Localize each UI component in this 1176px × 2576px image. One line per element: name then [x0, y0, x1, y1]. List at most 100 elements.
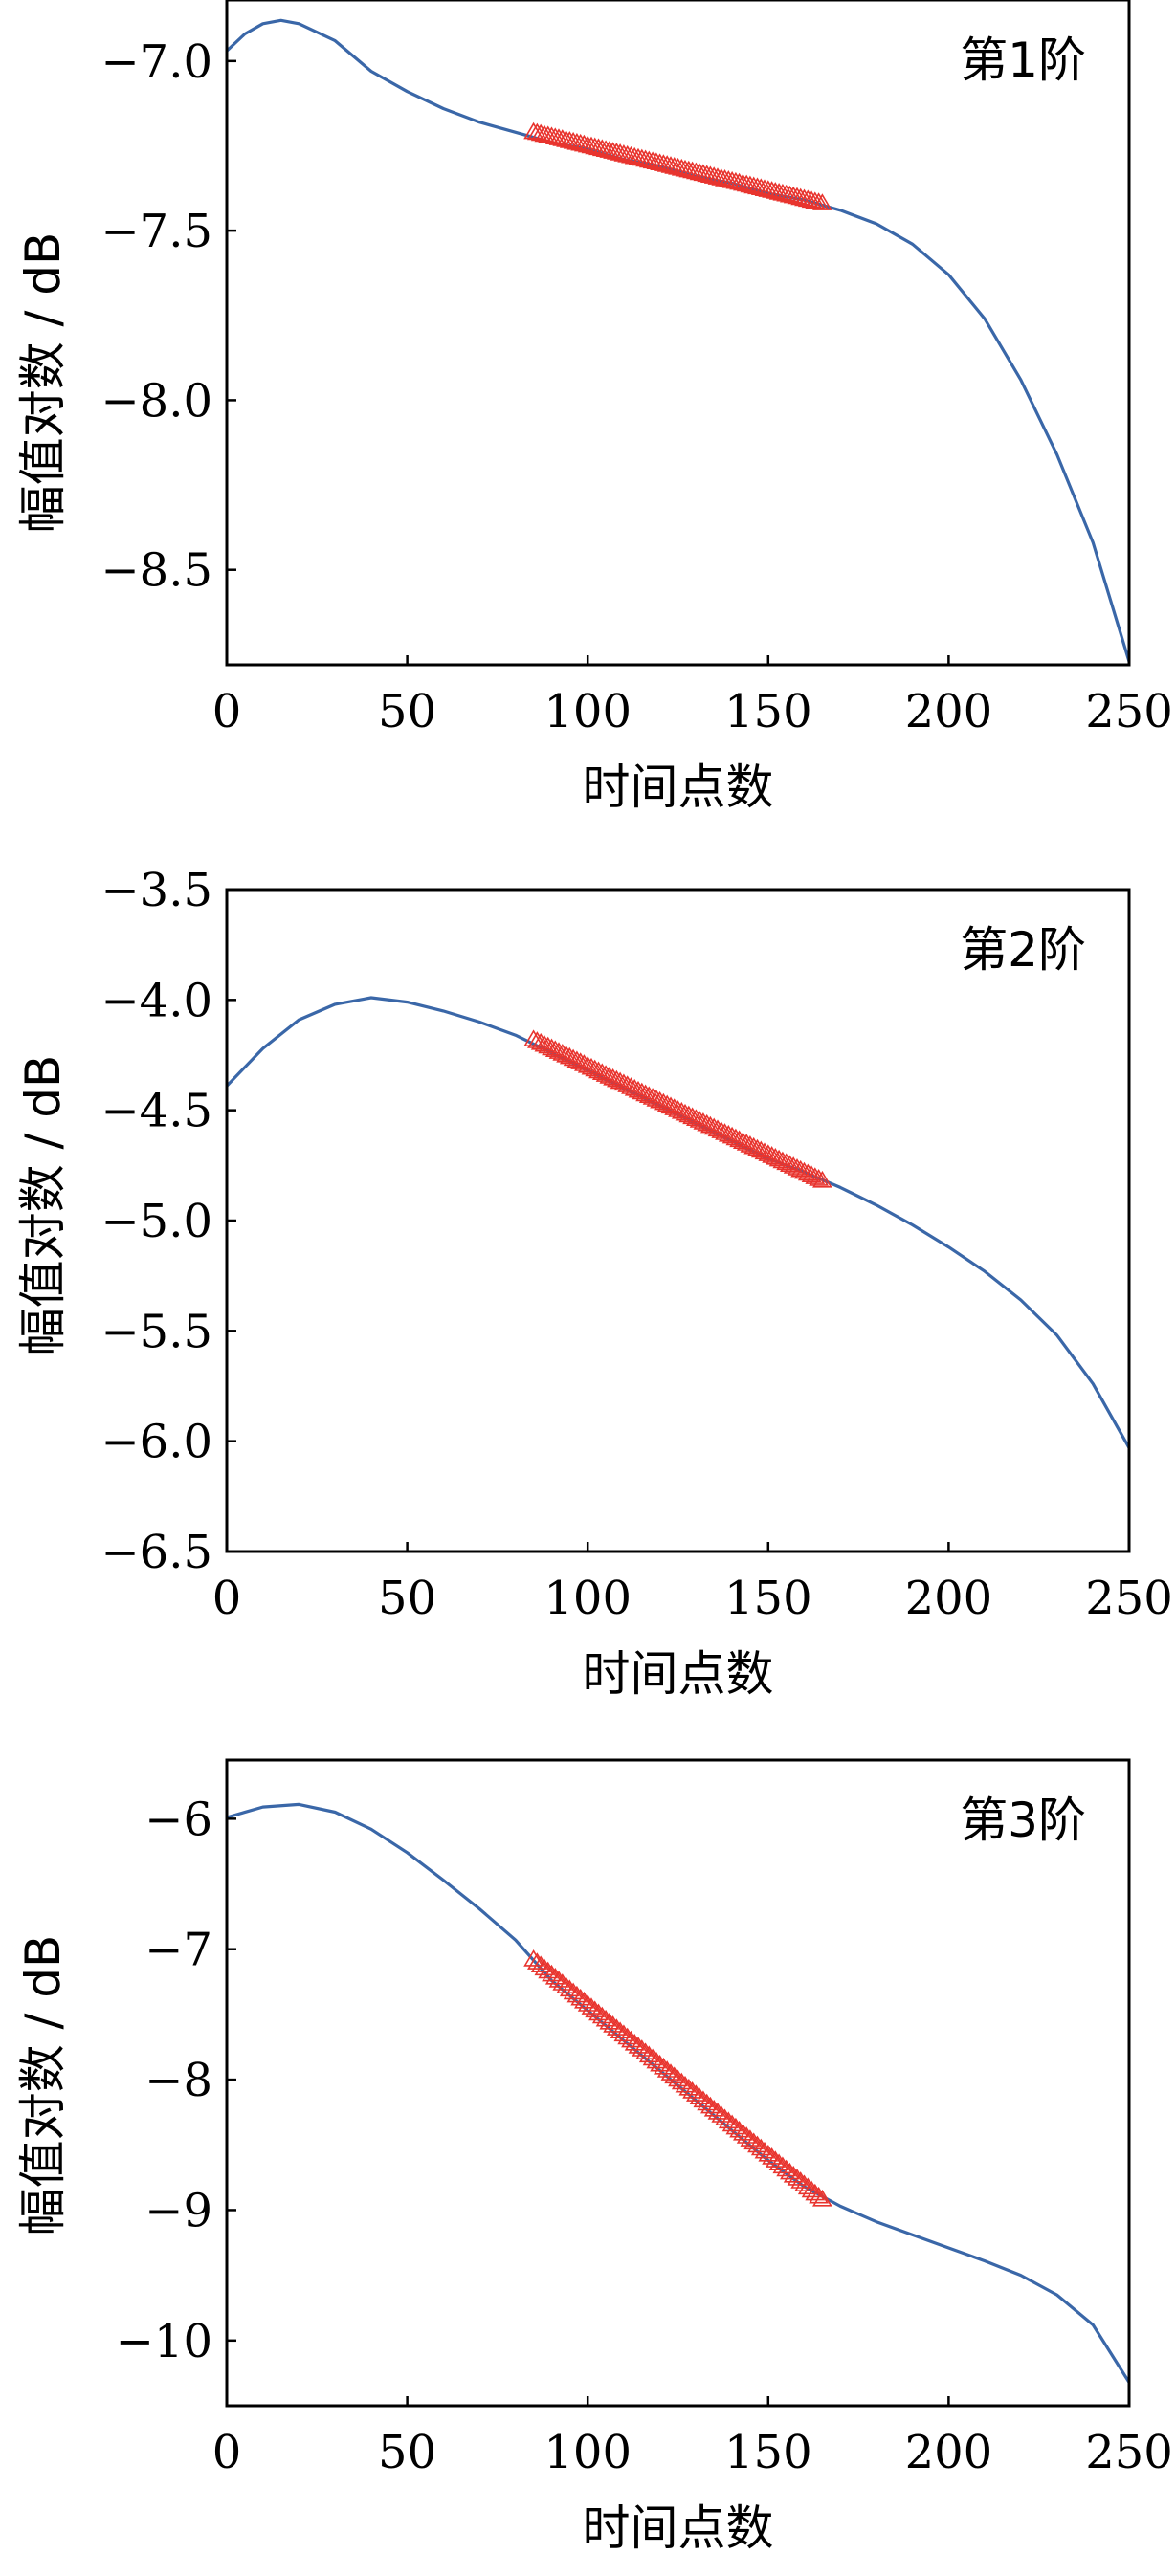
data-point-marker: [794, 2174, 814, 2191]
data-point-marker: [542, 1964, 562, 1982]
data-point-marker: [711, 2105, 732, 2123]
data-point-marker: [747, 2135, 767, 2153]
data-point-marker: [758, 2144, 779, 2162]
y-tick-label: −3.5: [100, 864, 212, 917]
data-point-marker: [787, 2169, 808, 2186]
y-tick-label: −8: [144, 2054, 212, 2107]
curve-line: [227, 18, 1129, 662]
data-point-marker: [610, 2021, 631, 2038]
data-point-marker: [538, 1961, 559, 1979]
data-point-marker: [762, 2147, 782, 2165]
x-tick-label: 200: [905, 2426, 993, 2479]
data-point-marker: [812, 193, 832, 210]
data-point-marker: [682, 2081, 702, 2099]
data-point-marker: [697, 2093, 718, 2111]
data-point-marker: [570, 1988, 591, 2006]
marker-series: [523, 1029, 832, 1188]
data-point-marker: [780, 2162, 800, 2180]
data-point-marker: [790, 2171, 811, 2189]
data-point-marker: [809, 192, 829, 209]
data-point-marker: [642, 2048, 663, 2066]
y-tick-label: −6.5: [100, 1526, 212, 1579]
data-point-marker: [556, 1976, 576, 1993]
data-point-marker: [591, 2006, 612, 2024]
data-point-marker: [566, 1985, 588, 2003]
x-tick-label: 150: [724, 685, 812, 738]
x-tick-label: 100: [544, 1572, 632, 1625]
chart-panel-2: 0 50 100 150 200 250 −3.5 −4.0 −4.5 −5.0 −5.5 −6.0 −…: [15, 864, 1173, 1702]
x-tick-label: 0: [212, 685, 242, 738]
marker-series: [523, 121, 832, 210]
y-tick-label: −7.5: [100, 205, 212, 258]
y-tick-label: −7: [144, 1924, 212, 1977]
data-point-marker: [530, 1955, 551, 1972]
x-tick-label: 50: [378, 1572, 436, 1625]
data-point-marker: [809, 1169, 829, 1186]
data-point-marker: [628, 2037, 649, 2054]
data-point-marker: [812, 1170, 832, 1188]
data-point-marker: [718, 2111, 739, 2129]
y-tick-label: −9: [144, 2184, 212, 2237]
data-point-marker: [801, 2180, 822, 2198]
data-point-marker: [715, 2108, 735, 2125]
data-point-marker: [574, 1991, 594, 2009]
data-point-marker: [733, 2123, 753, 2141]
plot-frame: [225, 0, 1131, 667]
data-point-marker: [544, 1967, 566, 1985]
y-axis-title: 幅值对数 / dB: [15, 1055, 71, 1356]
data-point-marker: [617, 2027, 638, 2045]
y-tick-label: −8.5: [100, 544, 212, 598]
marker-series: [523, 1949, 832, 2207]
data-point-marker: [599, 2012, 620, 2030]
data-point-marker: [632, 2039, 653, 2057]
data-point-marker: [750, 2138, 771, 2156]
y-tick-label: −5.0: [100, 1195, 212, 1248]
data-point-marker: [607, 2018, 627, 2036]
data-point-marker: [656, 2060, 677, 2078]
x-tick-label: 250: [1085, 1572, 1173, 1625]
x-tick-label: 50: [378, 2426, 436, 2479]
data-point-marker: [678, 2078, 699, 2096]
plot-frame: [225, 1758, 1131, 2408]
data-point-marker: [686, 2084, 706, 2102]
panel-label: 第3阶: [960, 1793, 1086, 1848]
y-tick-label: −4.5: [100, 1085, 212, 1138]
panel-label: 第2阶: [960, 922, 1086, 978]
data-point-marker: [743, 2132, 765, 2150]
data-point-marker: [721, 2114, 743, 2132]
x-tick-label: 0: [212, 2426, 242, 2479]
x-tick-label: 150: [724, 2426, 812, 2479]
x-tick-label: 100: [544, 685, 632, 738]
data-point-marker: [689, 2087, 710, 2104]
data-point-marker: [664, 2066, 685, 2084]
data-point-marker: [523, 1949, 544, 1967]
data-point-marker: [624, 2033, 645, 2051]
y-tick-label: −4.0: [100, 974, 212, 1027]
data-point-marker: [736, 2126, 757, 2144]
data-point-marker: [725, 2117, 746, 2135]
y-tick-label: −6.0: [100, 1416, 212, 1469]
x-tick-label: 0: [212, 1572, 242, 1625]
data-point-marker: [527, 1952, 547, 1970]
y-tick-label: −6: [144, 1793, 212, 1846]
panel-label: 第1阶: [960, 33, 1086, 88]
x-tick-label: 100: [544, 2426, 632, 2479]
data-point-marker: [693, 2090, 714, 2108]
data-point-marker: [581, 1997, 602, 2015]
data-point-marker: [776, 2159, 797, 2177]
data-point-marker: [675, 2075, 696, 2093]
data-point-marker: [552, 1973, 573, 1991]
x-tick-label: 250: [1085, 2426, 1173, 2479]
data-point-marker: [768, 2153, 789, 2170]
data-point-marker: [603, 2015, 623, 2033]
data-point-marker: [613, 2024, 634, 2042]
data-point-marker: [534, 1958, 555, 1976]
data-point-marker: [772, 2156, 793, 2174]
data-point-marker: [729, 2120, 749, 2138]
data-point-marker: [668, 2069, 688, 2087]
data-point-marker: [588, 2003, 609, 2021]
data-point-marker: [646, 2051, 667, 2069]
x-tick-label: 250: [1085, 685, 1173, 738]
